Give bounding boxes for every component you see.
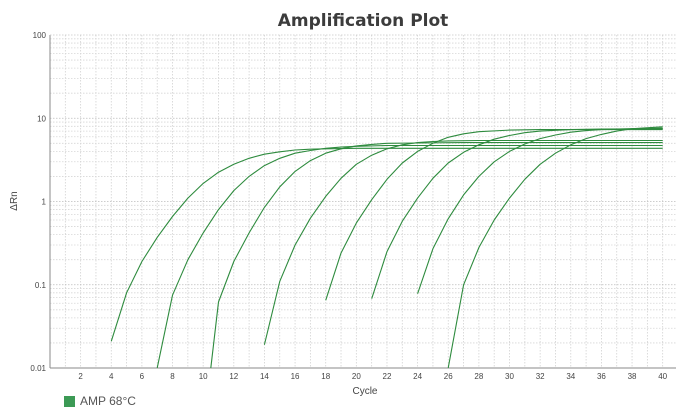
y-tick-label: 0.01 (30, 364, 46, 373)
x-tick-label: 30 (505, 372, 514, 381)
axes (49, 34, 676, 369)
y-axis-label: ΔRn (9, 191, 20, 210)
amplification-curve-1 (110, 147, 663, 342)
amplification-curve-5 (325, 129, 663, 301)
chart-title: Amplification Plot (278, 11, 449, 31)
x-tick-label: 22 (383, 372, 392, 381)
x-tick-label: 28 (474, 372, 483, 381)
x-tick-label: 12 (229, 372, 238, 381)
amplification-curve-6 (371, 128, 663, 299)
x-tick-label: 6 (140, 372, 145, 381)
x-tick-label: 14 (260, 372, 269, 381)
x-tick-label: 20 (352, 372, 361, 381)
x-tick-label: 26 (444, 372, 453, 381)
amplification-curve-7 (417, 127, 663, 294)
y-tick-label: 1 (42, 198, 47, 207)
legend: AMP 68°C (64, 394, 136, 408)
legend-label: AMP 68°C (80, 394, 136, 408)
x-tick-label: 4 (109, 372, 114, 381)
x-tick-label: 34 (566, 372, 575, 381)
x-tick-label: 24 (413, 372, 422, 381)
y-tick-label: 100 (33, 31, 47, 40)
x-tick-label: 40 (658, 372, 667, 381)
x-tick-label: 32 (536, 372, 545, 381)
grid (50, 35, 676, 368)
x-tick-label: 8 (170, 372, 175, 381)
amplification-curve-8 (447, 126, 663, 369)
x-axis-label: Cycle (352, 386, 377, 397)
tick-labels: 2 4 6 8 10 12 14 16 18 20 22 24 26 28 30 32 34 36 38 400.01… (30, 31, 667, 381)
x-tick-label: 10 (199, 372, 208, 381)
y-tick-label: 10 (37, 114, 46, 123)
amplification-curve-3 (210, 142, 663, 369)
y-tick-label: 0.1 (35, 281, 47, 290)
legend-swatch (64, 395, 75, 407)
amplification-curve-2 (156, 144, 663, 369)
x-tick-label: 16 (291, 372, 300, 381)
x-tick-label: 38 (628, 372, 637, 381)
x-tick-label: 2 (78, 372, 83, 381)
x-tick-label: 36 (597, 372, 606, 381)
amplification-curves (110, 126, 663, 369)
x-tick-label: 18 (321, 372, 330, 381)
